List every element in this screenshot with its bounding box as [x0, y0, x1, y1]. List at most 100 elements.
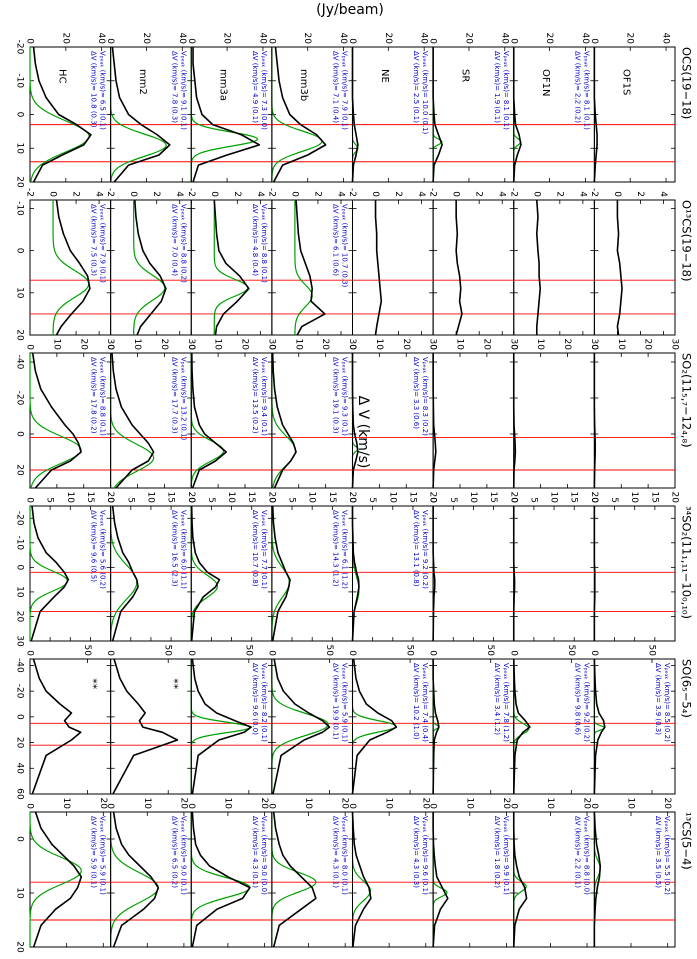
fit-label: Vₚₑₐₖ (km/s)= 8.1 (0.1)	[582, 51, 590, 130]
y-tick-label: 10	[61, 798, 71, 810]
y-tick-label: 0	[428, 497, 438, 503]
y-tick-label: 50	[163, 645, 173, 657]
fit-label-prefix: ΔV (km/s)=	[573, 51, 581, 91]
fit-label: Vₚₑₐₖ (km/s)= 9.2 (0.2)	[582, 663, 590, 742]
y-tick-label: 2	[474, 191, 484, 197]
x-tick-label: 20	[15, 737, 25, 749]
fit-label-prefix: Vₚₑₐₖ (km/s)=	[260, 204, 268, 251]
fit-label-value: 6.0 (1.1)	[179, 559, 187, 589]
fit-label-prefix: ΔV (km/s)=	[251, 51, 259, 91]
y-tick-label: 20	[159, 339, 169, 351]
spectrum	[191, 811, 251, 948]
fit-label-prefix: Vₚₑₐₖ (km/s)=	[341, 51, 349, 98]
fit-label-value: 7.8 (1.2)	[502, 712, 510, 742]
panel-title: ¹³CS(5−4)	[680, 812, 694, 870]
y-tick-label: 10	[464, 798, 474, 810]
x-tick-label: 0	[15, 836, 25, 842]
y-axis-label: (Jy/beam)	[316, 2, 384, 18]
fit-label: ΔV (km/s)= 5.9 (0.1)	[90, 816, 98, 888]
fit-label-prefix: Vₚₑₐₖ (km/s)=	[260, 357, 268, 404]
y-tick-label: 10	[303, 798, 313, 810]
fit-label-prefix: ΔV (km/s)=	[412, 510, 420, 550]
fit-label-value: 3.5 (0.5)	[654, 858, 662, 888]
fit-label-value: 1.8 (0.2)	[493, 858, 501, 888]
fit-label-prefix: Vₚₑₐₖ (km/s)=	[99, 816, 107, 863]
fit-label-prefix: ΔV (km/s)=	[251, 663, 259, 703]
fit-label: Vₚₑₐₖ (km/s)= 9.3 (0.1)	[341, 357, 349, 436]
y-tick-label: 10	[384, 798, 394, 810]
fit-label-prefix: Vₚₑₐₖ (km/s)=	[421, 663, 429, 710]
y-tick-label: 10	[213, 339, 223, 351]
fit-label-value: 8.8 (0.1)	[260, 253, 268, 283]
fit-label-value: 13.5 (0.2)	[251, 399, 259, 434]
x-tick-label: 0	[15, 564, 25, 570]
x-tick-label: 20	[15, 611, 25, 623]
fit-label-value: 4.3 (0.3)	[412, 858, 420, 888]
note: **	[87, 678, 100, 690]
x-tick-label: -20	[15, 40, 25, 55]
fit-label-value: 5.9 (0.1)	[99, 865, 107, 895]
fit-label-prefix: Vₚₑₐₖ (km/s)=	[341, 204, 349, 251]
spectrum	[272, 46, 327, 183]
y-tick-label: 20	[481, 339, 491, 351]
fit-label-prefix: ΔV (km/s)=	[332, 816, 340, 856]
y-tick-label: 20	[222, 33, 232, 45]
y-tick-label: -2	[25, 188, 35, 197]
source-label: mm3a	[218, 69, 229, 101]
y-tick-label: 0	[186, 803, 196, 809]
fit-label-prefix: Vₚₑₐₖ (km/s)=	[663, 816, 671, 863]
fit-label: ΔV (km/s)= 19.1 (0.3)	[332, 357, 340, 434]
fit-label-value: 9.6 (0.1)	[421, 865, 429, 895]
y-tick-label: 50	[405, 645, 415, 657]
fit-label: ΔV (km/s)= 3.5 (0.5)	[654, 816, 662, 888]
y-tick-label: 0	[347, 650, 357, 656]
y-tick-label: 0	[428, 803, 438, 809]
gaussian-fit	[29, 506, 69, 641]
y-tick-label: 20	[562, 339, 572, 351]
y-tick-label: 10	[145, 492, 155, 504]
y-tick-label: 20	[582, 798, 592, 810]
y-tick-label: 20	[340, 798, 350, 810]
fit-label-prefix: Vₚₑₐₖ (km/s)=	[99, 204, 107, 251]
fit-label-prefix: ΔV (km/s)=	[654, 816, 662, 856]
fit-label: ΔV (km/s)= 4.3 (0.1)	[332, 816, 340, 888]
y-tick-label: 15	[407, 492, 417, 503]
spectrum	[55, 199, 91, 336]
fit-label-prefix: Vₚₑₐₖ (km/s)=	[421, 816, 429, 863]
fit-label-prefix: Vₚₑₐₖ (km/s)=	[260, 510, 268, 557]
y-tick-label: 0	[105, 803, 115, 809]
y-tick-label: 20	[501, 798, 511, 810]
y-tick-label: 0	[370, 191, 380, 197]
fit-label-prefix: Vₚₑₐₖ (km/s)=	[502, 663, 510, 710]
spectrum	[111, 505, 139, 642]
y-tick-label: 10	[626, 798, 636, 810]
fit-label-value: 10.2 (1.0)	[412, 705, 420, 740]
fit-label-prefix: ΔV (km/s)=	[251, 357, 259, 397]
y-tick-label: 4	[255, 191, 265, 197]
fit-label: ΔV (km/s)= 2.2 (0.2)	[573, 51, 581, 123]
fit-label: ΔV (km/s)= 7.8 (0.3)	[170, 51, 178, 123]
y-tick-label: 4	[335, 191, 345, 197]
fit-label-prefix: ΔV (km/s)=	[493, 816, 501, 856]
y-tick-label: 2	[635, 191, 645, 197]
fit-label: ΔV (km/s)= 2.5 (0.1)	[412, 51, 420, 123]
fit-label: Vₚₑₐₖ (km/s)= 9.4 (0.1)	[260, 357, 268, 436]
spectrum	[374, 200, 383, 336]
y-tick-label: 20	[240, 339, 250, 351]
y-tick-label: 0	[589, 497, 599, 503]
y-tick-label: 0	[48, 191, 58, 197]
x-tick-label: -10	[15, 535, 25, 550]
fit-label-prefix: Vₚₑₐₖ (km/s)=	[341, 816, 349, 863]
x-tick-label: 10	[15, 287, 25, 299]
rotated-figure: (Jy/beam) Δ V (km/s) OCS(19−18)0 20 40OF1S…	[15, 2, 694, 953]
fit-label: ΔV (km/s)= 19.9 (0.1)	[332, 663, 340, 740]
fit-label-value: 19.1 (0.3)	[332, 399, 340, 434]
fit-label-value: 5.9 (0.1)	[90, 858, 98, 888]
y-tick-label: 10	[455, 339, 465, 351]
fit-label-value: 8.8 (0.1)	[99, 406, 107, 436]
fit-label-value: 10.7 (0.3)	[341, 253, 349, 288]
fit-label-prefix: Vₚₑₐₖ (km/s)=	[99, 51, 107, 98]
note: **	[167, 678, 180, 690]
x-tick-label: 20	[15, 464, 25, 476]
